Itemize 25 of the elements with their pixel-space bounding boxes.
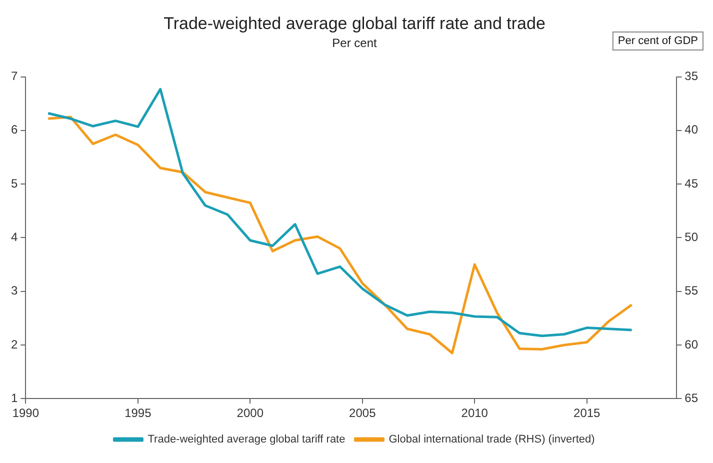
y-tick-label: 3 bbox=[10, 284, 18, 298]
y-tick-label: 1 bbox=[10, 390, 18, 405]
legend-label: Global international trade (RHS) (inverted) bbox=[388, 434, 595, 446]
x-tick-label: 2015 bbox=[574, 406, 601, 420]
y-tick-label: 5 bbox=[10, 176, 18, 190]
y2-tick-label: 60 bbox=[684, 337, 698, 352]
legend-label: Trade-weighted average global tariff rate bbox=[148, 434, 346, 446]
y-tick-label: 4 bbox=[10, 230, 18, 244]
x-tick-label: 2010 bbox=[461, 406, 488, 420]
y-tick-label: 2 bbox=[10, 337, 18, 352]
x-tick-label: 1990 bbox=[12, 406, 40, 420]
y2-tick-label: 35 bbox=[684, 69, 698, 84]
x-tick-label: 2005 bbox=[349, 406, 376, 420]
y2-tick-label: 45 bbox=[684, 176, 698, 190]
chart-subtitle: Per cent bbox=[332, 36, 378, 50]
y-tick-label: 6 bbox=[10, 122, 18, 137]
y2-tick-label: 55 bbox=[684, 284, 698, 298]
x-tick-label: 1995 bbox=[124, 406, 152, 420]
y2-tick-label: 65 bbox=[684, 390, 698, 405]
chart-title: Trade-weighted average global tariff rate and trade bbox=[164, 14, 546, 33]
y2-tick-label: 50 bbox=[684, 230, 698, 244]
y-tick-label: 7 bbox=[10, 69, 18, 84]
y2-tick-label: 40 bbox=[684, 122, 698, 137]
x-tick-label: 2000 bbox=[236, 406, 264, 420]
y2-axis-title: Per cent of GDP bbox=[618, 35, 698, 48]
